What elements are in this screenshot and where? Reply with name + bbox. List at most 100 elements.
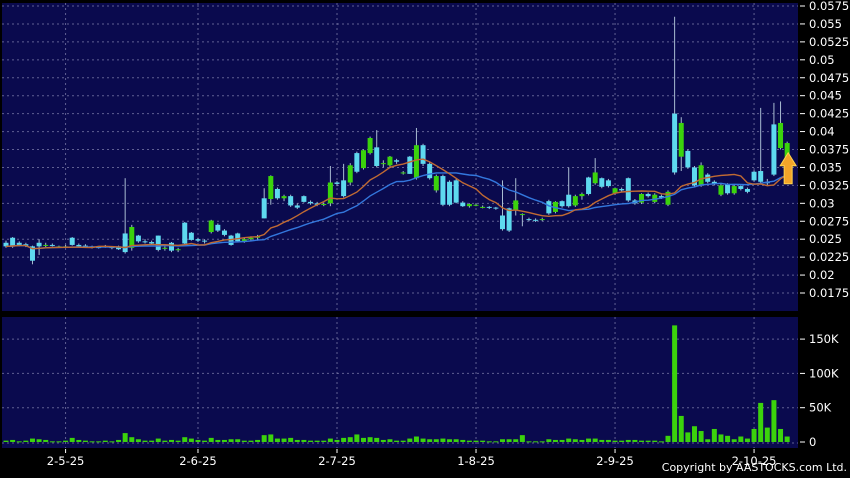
volume-bar[interactable] — [758, 402, 764, 442]
candle-up[interactable] — [519, 214, 525, 216]
volume-bar[interactable] — [453, 439, 459, 442]
volume-bar[interactable] — [354, 434, 360, 442]
volume-bar[interactable] — [36, 439, 42, 442]
volume-bar[interactable] — [188, 438, 194, 442]
volume-bar[interactable] — [29, 438, 35, 442]
volume-bar[interactable] — [347, 437, 353, 442]
candle-up[interactable] — [513, 200, 519, 211]
volume-bar[interactable] — [400, 440, 406, 442]
volume-bar[interactable] — [612, 440, 618, 442]
candle-up[interactable] — [784, 143, 790, 161]
volume-bar[interactable] — [552, 439, 558, 442]
price-panel[interactable] — [2, 3, 798, 311]
candle-up[interactable] — [387, 156, 393, 166]
candle-down[interactable] — [142, 241, 148, 243]
candle-up[interactable] — [360, 150, 366, 169]
volume-bar[interactable] — [142, 440, 148, 442]
volume-bar[interactable] — [691, 426, 697, 442]
candle-up[interactable] — [347, 165, 353, 183]
volume-bar[interactable] — [619, 440, 625, 442]
candle-down[interactable] — [460, 202, 466, 207]
volume-bar[interactable] — [493, 441, 499, 443]
volume-bar[interactable] — [440, 438, 446, 442]
volume-bar[interactable] — [605, 439, 611, 442]
volume-bar[interactable] — [135, 439, 141, 442]
candle-down[interactable] — [533, 219, 539, 221]
candle-up[interactable] — [281, 196, 287, 199]
volume-bar[interactable] — [579, 439, 585, 442]
candle-down[interactable] — [566, 194, 572, 207]
candle-down[interactable] — [506, 208, 512, 231]
volume-bar[interactable] — [23, 440, 29, 442]
candle-down[interactable] — [195, 239, 201, 241]
volume-bar[interactable] — [341, 437, 347, 442]
candle-up[interactable] — [718, 185, 724, 195]
volume-bar[interactable] — [334, 439, 340, 442]
candle-up[interactable] — [480, 206, 486, 208]
candle-down[interactable] — [301, 196, 307, 202]
volume-bar[interactable] — [506, 439, 512, 442]
candle-up[interactable] — [367, 138, 373, 154]
candle-down[interactable] — [36, 242, 42, 247]
candle-down[interactable] — [751, 171, 757, 181]
candle-down[interactable] — [738, 186, 744, 189]
volume-bar[interactable] — [367, 437, 373, 442]
candle-up[interactable] — [466, 204, 472, 207]
volume-bar[interactable] — [665, 435, 671, 442]
volume-bar[interactable] — [480, 440, 486, 442]
candle-down[interactable] — [526, 219, 532, 221]
candle-down[interactable] — [3, 242, 9, 247]
volume-bar[interactable] — [592, 438, 598, 442]
candle-down[interactable] — [672, 113, 678, 173]
candle-down[interactable] — [122, 233, 128, 253]
candle-down[interactable] — [182, 222, 188, 244]
candle-up[interactable] — [639, 193, 645, 203]
volume-bar[interactable] — [314, 440, 320, 442]
volume-bar[interactable] — [639, 440, 645, 442]
volume-bar[interactable] — [427, 439, 433, 442]
candle-up[interactable] — [652, 194, 658, 202]
volume-bar[interactable] — [43, 439, 49, 442]
volume-bar[interactable] — [149, 440, 155, 442]
candle-up[interactable] — [778, 122, 784, 149]
volume-bar[interactable] — [599, 439, 605, 442]
volume-bar[interactable] — [195, 439, 201, 442]
volume-bar[interactable] — [466, 440, 472, 442]
volume-bar[interactable] — [308, 440, 314, 442]
candle-up[interactable] — [413, 145, 419, 179]
volume-bar[interactable] — [394, 440, 400, 442]
candle-up[interactable] — [208, 220, 214, 233]
volume-bar[interactable] — [698, 431, 704, 442]
volume-bar[interactable] — [360, 437, 366, 442]
candle-down[interactable] — [619, 188, 625, 191]
volume-bar[interactable] — [751, 428, 757, 442]
volume-bar[interactable] — [255, 439, 261, 442]
candle-up[interactable] — [129, 226, 135, 248]
volume-bar[interactable] — [566, 438, 572, 442]
candle-down[interactable] — [235, 233, 241, 242]
volume-bar[interactable] — [221, 439, 227, 442]
candle-down[interactable] — [135, 235, 141, 242]
candle-down[interactable] — [69, 237, 75, 245]
candle-down[interactable] — [374, 147, 380, 167]
candle-up[interactable] — [175, 249, 181, 251]
volume-bar[interactable] — [645, 440, 651, 442]
volume-bar[interactable] — [387, 439, 393, 442]
candle-down[interactable] — [188, 232, 194, 240]
volume-bar[interactable] — [513, 439, 519, 442]
volume-bar[interactable] — [539, 441, 545, 443]
volume-bar[interactable] — [268, 434, 274, 442]
volume-bar[interactable] — [129, 437, 135, 442]
volume-bar[interactable] — [76, 439, 82, 442]
volume-bar[interactable] — [546, 439, 552, 442]
volume-bar[interactable] — [89, 441, 95, 443]
candle-down[interactable] — [440, 176, 446, 205]
volume-bar[interactable] — [155, 438, 161, 442]
volume-bar[interactable] — [711, 428, 717, 442]
volume-bar[interactable] — [69, 437, 75, 442]
candle-down[interactable] — [685, 150, 691, 168]
candle-down[interactable] — [407, 156, 413, 174]
volume-bar[interactable] — [632, 439, 638, 442]
candle-down[interactable] — [202, 240, 208, 242]
